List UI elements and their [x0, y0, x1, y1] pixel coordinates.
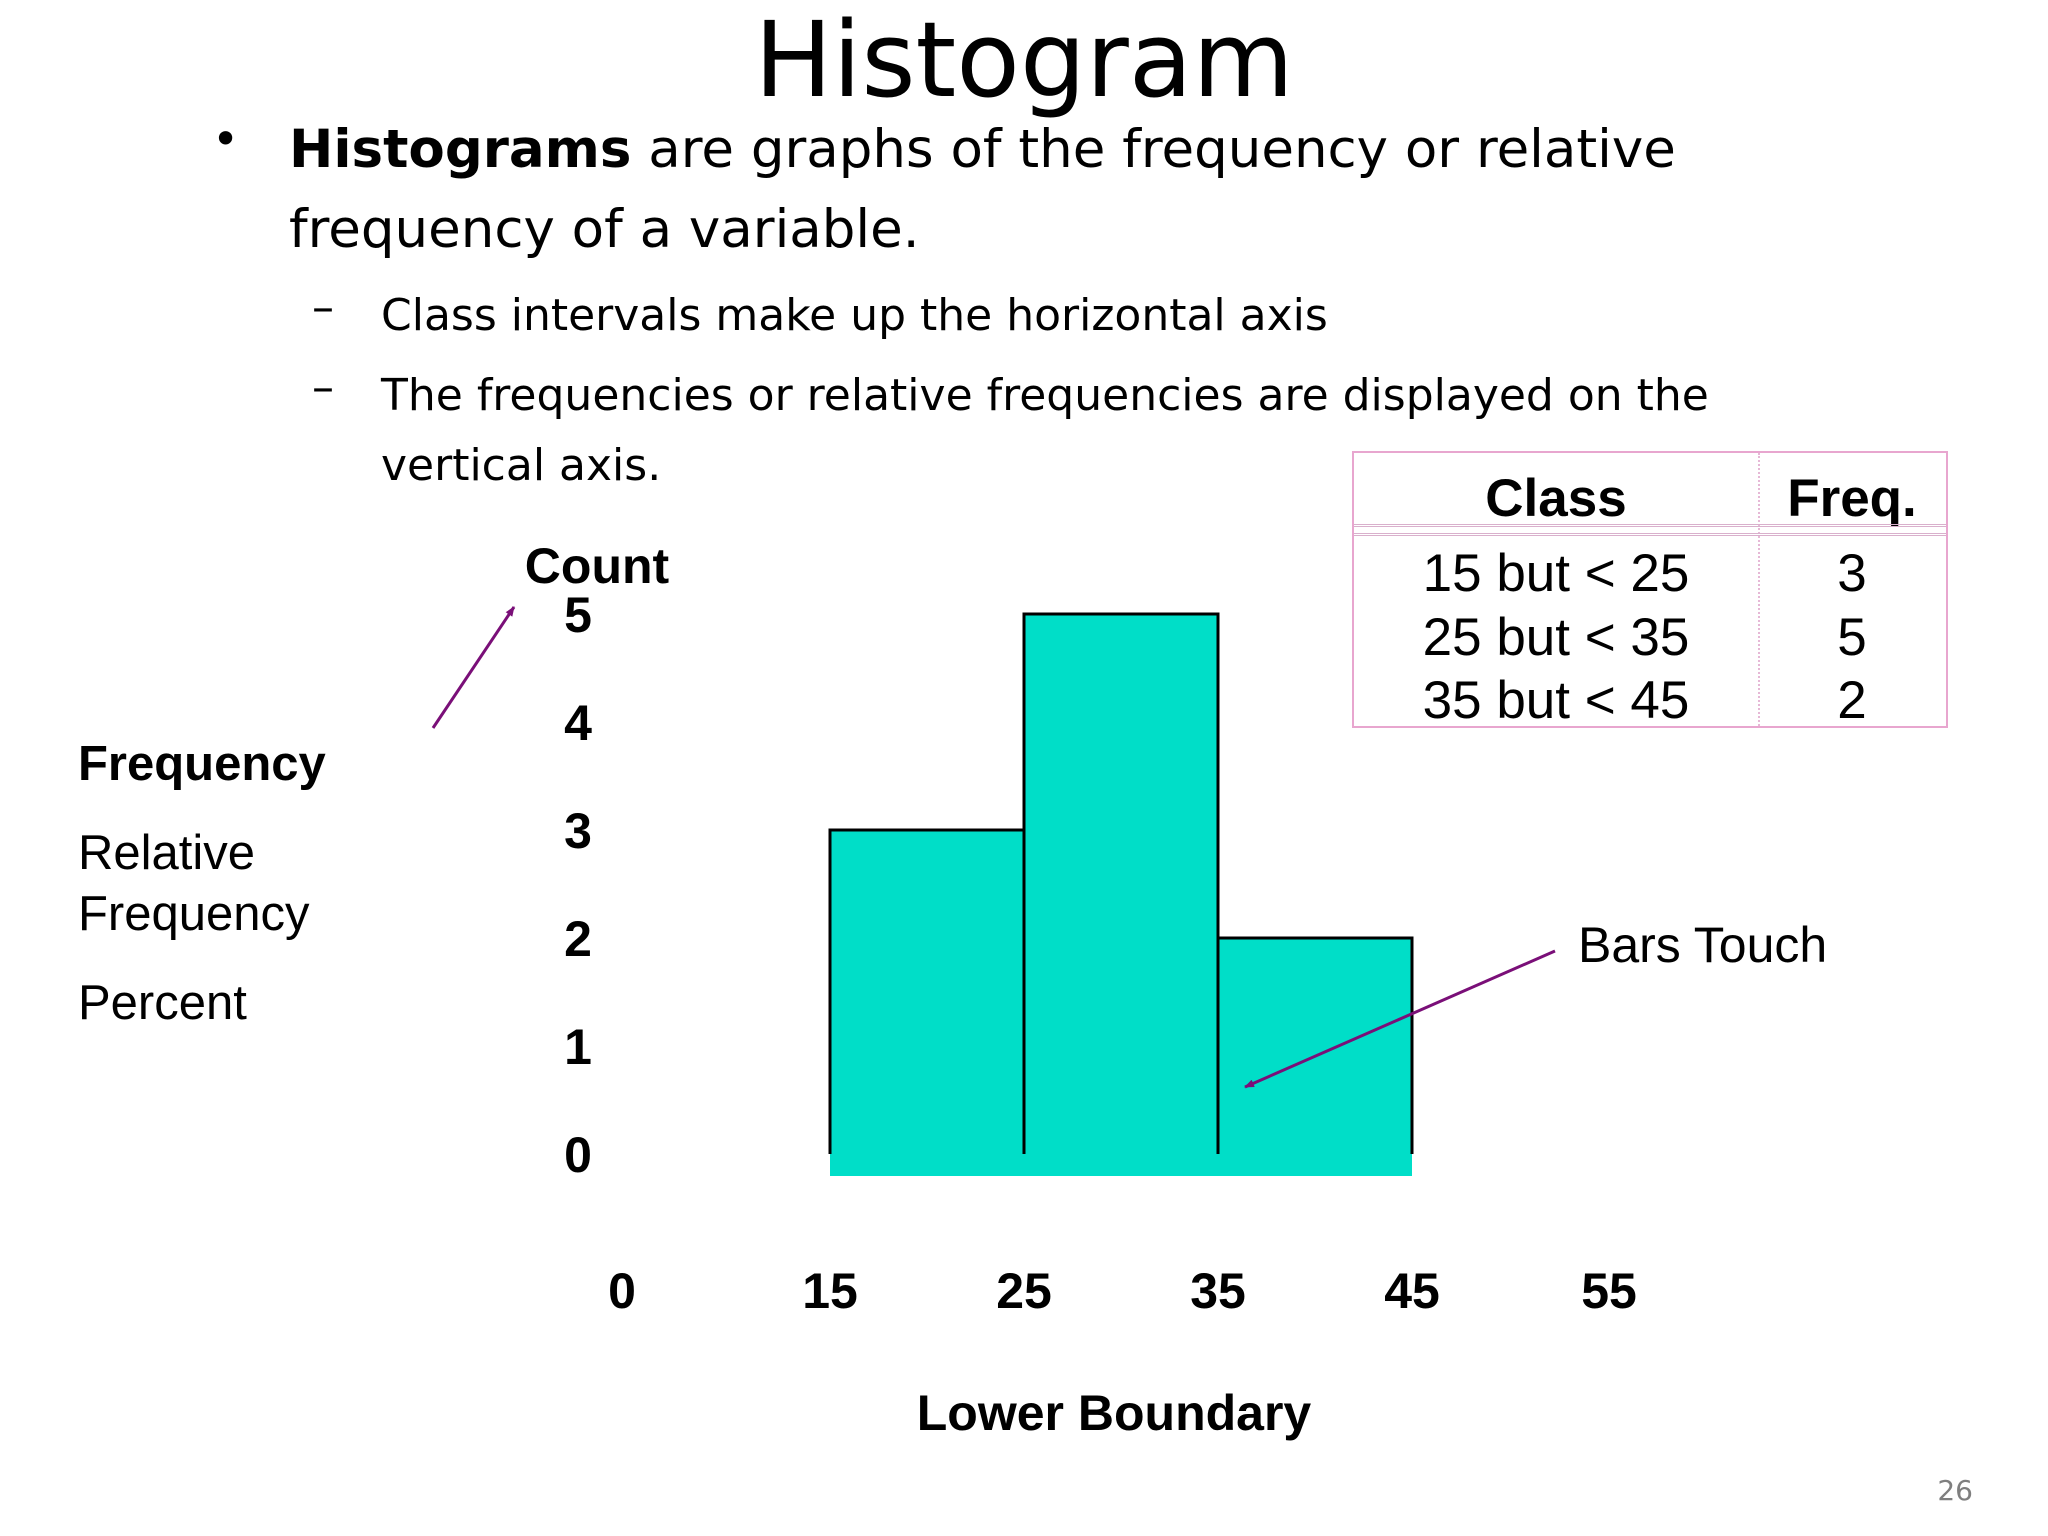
histogram-bar	[1024, 614, 1218, 1154]
x-tick-label: 45	[1384, 1263, 1440, 1319]
table-cell-freq: 2	[1837, 671, 1867, 730]
table-header-rule-bottom	[1354, 533, 1946, 536]
y-tick-label: 2	[564, 911, 592, 967]
table-cell-freq: 3	[1837, 544, 1867, 603]
y-axis-title: Count	[525, 538, 670, 594]
table-cell-class: 35 but < 45	[1422, 671, 1690, 730]
y-tick-label: 1	[564, 1019, 592, 1075]
table-cell-freq: 5	[1837, 608, 1867, 667]
x-tick-label: 55	[1581, 1263, 1637, 1319]
x-tick-label: 35	[1190, 1263, 1246, 1319]
count-arrow	[431, 606, 516, 729]
table-cell-class: 25 but < 35	[1422, 608, 1690, 667]
y-tick-label: 0	[564, 1127, 592, 1183]
y-tick-label: 4	[564, 695, 592, 751]
label-percent: Percent	[78, 976, 247, 1030]
bullet-bold-term: Histograms	[289, 119, 632, 180]
table-header-rule-top	[1354, 524, 1946, 527]
page-number: 26	[1937, 1474, 1973, 1507]
table-header-class: Class	[1485, 469, 1627, 528]
histogram-base-strip	[830, 1154, 1412, 1176]
histogram-bar-outline	[1022, 612, 1220, 1154]
histogram-bar-outline	[1216, 936, 1414, 1154]
table-column-divider	[1758, 453, 1760, 726]
histogram-bar	[830, 830, 1024, 1154]
x-tick-label: 25	[996, 1263, 1052, 1319]
bars-touch-label: Bars Touch	[1578, 917, 1827, 973]
x-tick-label: 15	[802, 1263, 858, 1319]
subbullet-2-marker: –	[312, 362, 334, 413]
y-tick-label: 3	[564, 803, 592, 859]
label-relative: Relative	[78, 826, 256, 880]
subbullet-1-text: Class intervals make up the horizontal a…	[381, 290, 1328, 341]
bullet-marker: •	[212, 112, 240, 166]
subbullet-1-marker: –	[312, 282, 334, 333]
slide-title: Histogram	[754, 0, 1294, 121]
bullet-text-line2: frequency of a variable.	[289, 199, 920, 260]
label-relative-frequency: Frequency	[78, 887, 310, 941]
table-cell-class: 15 but < 25	[1422, 544, 1690, 603]
bullet-text-rest: are graphs of the frequency or relative	[631, 119, 1676, 180]
x-axis-title: Lower Boundary	[917, 1385, 1312, 1441]
bullet-text-line1: Histograms are graphs of the frequency o…	[289, 110, 1676, 190]
bars-layer	[828, 612, 1414, 1176]
x-tick-label: 0	[608, 1263, 636, 1319]
frequency-table: Class Freq. 15 but < 25 3 25 but < 35 5 …	[1352, 451, 1948, 730]
label-frequency: Frequency	[78, 737, 326, 791]
table-header-freq: Freq.	[1787, 469, 1917, 528]
subbullet-2-text-line1: The frequencies or relative frequencies …	[381, 370, 1709, 421]
subbullet-2-text-line2: vertical axis.	[381, 440, 662, 491]
histogram-bar	[1218, 938, 1412, 1154]
bars-touch-arrow	[1244, 949, 1556, 1089]
y-tick-label: 5	[564, 587, 592, 643]
